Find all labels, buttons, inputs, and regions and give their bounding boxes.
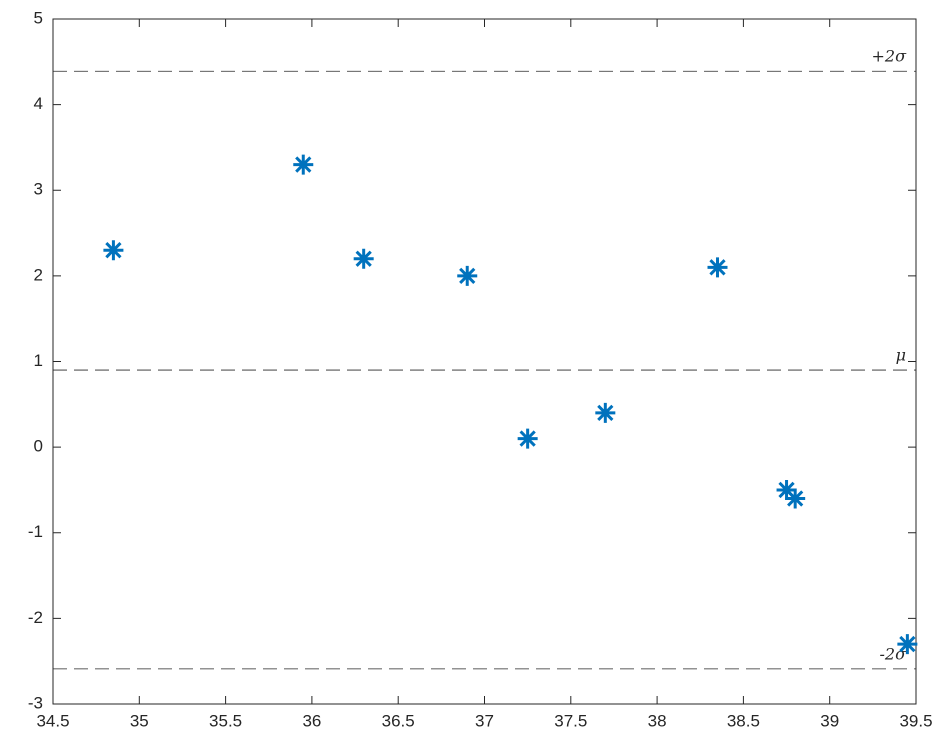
y-tick-label: 3 <box>34 180 43 199</box>
data-point <box>776 479 797 500</box>
data-point <box>517 428 538 449</box>
y-tick-label: 5 <box>34 8 43 27</box>
axes-box <box>52 18 917 705</box>
y-tick-label: 0 <box>34 437 43 456</box>
reference-label: +2σ <box>871 47 907 66</box>
x-tick-label: 36 <box>302 711 321 730</box>
data-point <box>595 402 616 423</box>
y-tick-label: -3 <box>28 693 43 712</box>
x-tick-label: 37.5 <box>554 711 587 730</box>
data-point <box>707 257 728 278</box>
y-tick-label: 4 <box>34 94 43 113</box>
y-tick-label: 1 <box>34 351 43 370</box>
data-point <box>785 488 806 509</box>
data-point <box>353 248 374 269</box>
data-point <box>457 265 478 286</box>
y-tick-label: 2 <box>34 265 43 284</box>
x-tick-label: 39 <box>820 711 839 730</box>
x-tick-label: 35 <box>130 711 149 730</box>
data-point <box>103 240 124 261</box>
x-tick-label: 35.5 <box>209 711 242 730</box>
x-tick-label: 37 <box>475 711 494 730</box>
x-tick-label: 39.5 <box>899 711 932 730</box>
reference-label: μ <box>896 346 906 365</box>
x-tick-label: 34.5 <box>36 711 69 730</box>
x-tick-label: 38.5 <box>727 711 760 730</box>
y-tick-label: -1 <box>28 522 43 541</box>
data-point <box>293 154 314 175</box>
data-point <box>897 634 918 655</box>
y-tick-label: -2 <box>28 608 43 627</box>
x-tick-label: 38 <box>648 711 667 730</box>
x-tick-label: 36.5 <box>382 711 415 730</box>
